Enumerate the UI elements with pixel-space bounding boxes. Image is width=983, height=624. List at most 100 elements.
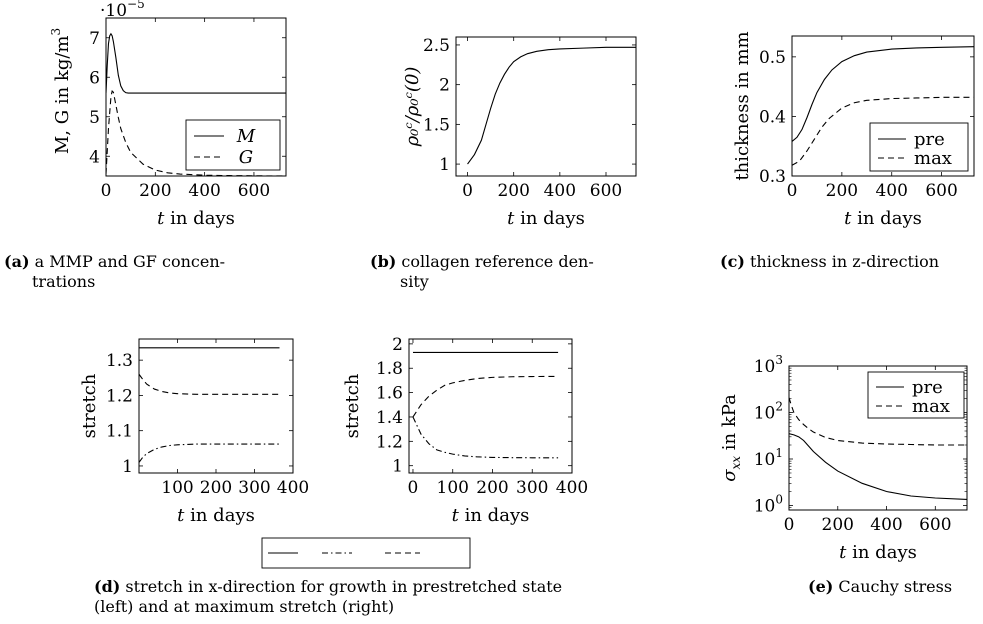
series-line-c-max — [792, 96, 974, 166]
series-line-e-max — [789, 397, 967, 446]
x-tick-label: 600 — [925, 181, 957, 201]
x-tick-label: 0 — [462, 181, 473, 201]
y-tick-label: 102 — [754, 399, 783, 423]
y-multiplier: ·10−5 — [100, 0, 145, 21]
y-tick-label: 2 — [392, 335, 403, 355]
y-tick-label: 100 — [754, 492, 783, 516]
y-tick-label: 1.6 — [376, 384, 403, 404]
series-line-b-solid0 — [467, 46, 636, 165]
x-axis-label: t in days — [839, 542, 917, 563]
chart-panel-d-right: 0 100 200 300 400 1 1.2 1.4 1.6 1.8 2 t in days stre… — [342, 335, 588, 526]
y-tick-label: 2 — [439, 76, 450, 96]
x-tick-label: 0 — [408, 478, 419, 498]
x-tick-label: 0 — [101, 181, 112, 201]
legend-label: pre — [912, 377, 943, 398]
legend-d — [261, 537, 471, 569]
x-axis-label: t in days — [177, 505, 255, 526]
y-tick-label: 1.1 — [106, 422, 133, 442]
x-tick-label: 200 — [826, 181, 858, 201]
legend-box — [261, 537, 471, 569]
y-tick-label: 1.2 — [106, 386, 133, 406]
x-axis-label: t in days — [452, 505, 530, 526]
legend: MG — [185, 119, 281, 171]
y-tick-label: 7 — [89, 29, 100, 49]
x-axis-label: t in days — [157, 208, 235, 229]
y-tick-label: 4 — [89, 147, 100, 167]
x-axis-label: t in days — [844, 208, 922, 229]
x-tick-label: 600 — [238, 181, 270, 201]
x-tick-label: 400 — [188, 181, 220, 201]
series-line-a-G — [106, 89, 286, 176]
caption-e: (e) Cauchy stress — [808, 577, 952, 596]
series-line-d-left-dashed2 — [139, 373, 280, 395]
plot-frame — [788, 365, 968, 511]
x-tick-label: 200 — [822, 515, 854, 535]
y-tick-label: 1.8 — [376, 359, 403, 379]
y-tick-label: 0.3 — [759, 167, 786, 187]
caption-d-left-line: (left) and at maximum stretch (right) — [94, 597, 394, 616]
caption-a-line: trations — [32, 272, 95, 291]
x-tick-label: 200 — [139, 181, 171, 201]
x-tick-label: 300 — [238, 478, 270, 498]
x-tick-label: 600 — [919, 515, 951, 535]
legend-box — [185, 119, 281, 171]
y-axis-label: thickness in mm — [732, 31, 753, 180]
plot-frame — [105, 17, 287, 177]
y-tick-label: 101 — [754, 446, 783, 470]
x-tick-label: 200 — [200, 478, 232, 498]
y-tick-label: 1 — [122, 457, 133, 477]
x-tick-label: 200 — [497, 181, 529, 201]
y-axis-label: M, G in kg/m3 — [49, 28, 73, 154]
y-tick-label: 103 — [754, 353, 783, 377]
caption-a: (a) a MMP and GF concen- — [4, 252, 225, 271]
plot-frame — [791, 35, 975, 177]
legend-label: M — [236, 126, 256, 147]
legend-box — [867, 371, 965, 419]
y-axis-label: stretch — [342, 373, 363, 438]
y-tick-label: 1.5 — [423, 115, 450, 135]
caption-d-left: (d) stretch in x-direction for growth in… — [94, 577, 562, 596]
plot-frame — [455, 36, 637, 177]
y-tick-label: 6 — [89, 68, 100, 88]
plot-frame — [138, 338, 294, 474]
caption-c: (c) thickness in z-direction — [720, 252, 939, 271]
x-tick-label: 400 — [556, 478, 588, 498]
x-tick-label: 300 — [516, 478, 548, 498]
series-line-d-left-dashdot1 — [139, 443, 280, 463]
x-tick-label: 400 — [875, 181, 907, 201]
x-tick-label: 600 — [590, 181, 622, 201]
y-tick-label: 1.2 — [376, 432, 403, 452]
series-line-e-pre — [789, 433, 967, 500]
plot-frame — [408, 338, 573, 474]
y-axis-label: σxx in kPa — [719, 394, 743, 482]
y-axis-label: stretch — [79, 373, 100, 438]
x-tick-label: 400 — [870, 515, 902, 535]
y-tick-label: 5 — [89, 108, 100, 128]
x-tick-label: 0 — [784, 515, 795, 535]
y-tick-label: 1 — [392, 457, 403, 477]
legend-box — [869, 122, 969, 172]
y-axis-label: ρ₀ᶜ/ρ₀ᶜ(0) — [402, 67, 423, 148]
y-tick-label: 2.5 — [423, 36, 450, 56]
chart-panel-a: 0 200 400 600 4 5 6 7 t in days M, G in kg/m3 ·10−… — [49, 0, 287, 229]
x-tick-label: 400 — [277, 478, 309, 498]
y-tick-label: 1.4 — [376, 408, 403, 428]
series-line-a-M — [106, 32, 286, 94]
chart-panel-e: 0 200 400 600 100 101 102 103 t in days σxx in kP… — [719, 353, 968, 563]
legend-label: max — [912, 396, 950, 417]
chart-panel-c: 0 200 400 600 0.3 0.4 0.5 t in days thickness in… — [732, 31, 975, 229]
y-tick-label: 0.5 — [759, 48, 786, 68]
series-line-d-right-dashdot1 — [412, 416, 559, 459]
legend-label: pre — [914, 129, 945, 150]
x-tick-label: 100 — [437, 478, 469, 498]
x-tick-label: 400 — [544, 181, 576, 201]
series-line-c-pre — [792, 46, 974, 142]
y-tick-label: 0.4 — [759, 107, 786, 127]
series-line-d-right-dashed2 — [412, 375, 559, 418]
x-tick-label: 200 — [476, 478, 508, 498]
legend-label: max — [914, 148, 952, 169]
x-tick-label: 0 — [787, 181, 798, 201]
